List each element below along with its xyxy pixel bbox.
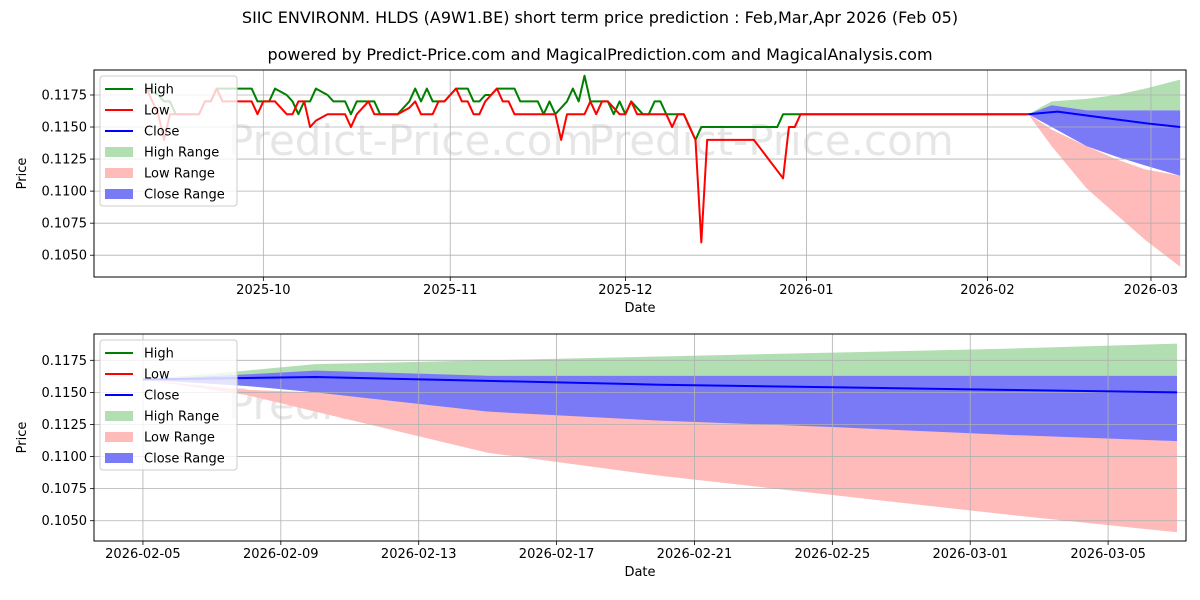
bottom-x-tick-label: 2026-02-17: [519, 547, 595, 562]
bottom-y-tick-label: 0.1075: [42, 482, 88, 497]
bottom-axes-frame: [93, 333, 1187, 542]
top-legend-label-close: Close: [144, 125, 179, 140]
top-watermark-2: Predict-Price.com: [588, 116, 953, 165]
bottom-legend-label-low-range: Low Range: [144, 431, 215, 446]
top-x-axis-label: Date: [624, 301, 655, 316]
bottom-x-axis-label: Date: [624, 565, 655, 580]
top-legend-swatch-close-range: [105, 189, 133, 199]
top-y-tick-label: 0.1075: [42, 217, 88, 232]
bottom-panel: Predict-Price.comPredict-Price.com2026-0…: [15, 333, 1187, 580]
top-x-tick-label: 2025-10: [236, 283, 290, 298]
bottom-y-tick-label: 0.1050: [42, 514, 88, 529]
bottom-x-tick-label: 2026-03-01: [932, 547, 1008, 562]
bottom-legend-swatch-close-range: [105, 453, 133, 463]
top-legend-label-high-range: High Range: [144, 146, 219, 161]
top-x-tick-label: 2026-01: [779, 283, 833, 298]
top-y-tick-label: 0.1175: [42, 88, 88, 103]
top-y-tick-label: 0.1125: [42, 153, 88, 168]
bottom-y-tick-label: 0.1175: [42, 354, 88, 369]
top-legend: High Low Close High Range Low Range Close Ran…: [99, 75, 238, 207]
bottom-x-tick-label: 2026-02-13: [381, 547, 457, 562]
bottom-x-tick-label: 2026-02-21: [657, 547, 733, 562]
top-legend-label-high: High: [144, 83, 174, 98]
top-legend-label-close-range: Close Range: [144, 188, 225, 203]
bottom-legend-label-close: Close: [144, 389, 179, 404]
top-x-tick-label: 2026-02: [960, 283, 1014, 298]
bottom-legend-label-low: Low: [144, 368, 170, 383]
top-x-tick-label: 2025-11: [423, 283, 477, 298]
top-y-tick-label: 0.1100: [42, 185, 88, 200]
bottom-x-tick-label: 2026-02-05: [105, 547, 181, 562]
top-legend-label-low: Low: [144, 104, 170, 119]
top-legend-swatch-high-range: [105, 147, 133, 157]
chart-title: SIIC ENVIRONM. HLDS (A9W1.BE) short term…: [241, 8, 959, 27]
bottom-legend-label-high: High: [144, 347, 174, 362]
bottom-y-tick-label: 0.1150: [42, 386, 88, 401]
top-watermark-1: Predict-Price.com: [228, 116, 593, 165]
top-x-tick-label: 2026-03: [1124, 283, 1178, 298]
bottom-y-tick-label: 0.1125: [42, 418, 88, 433]
top-y-tick-label: 0.1050: [42, 249, 88, 264]
bottom-legend-label-high-range: High Range: [144, 410, 219, 425]
bottom-y-axis-label: Price: [15, 422, 30, 454]
chart-subtitle: powered by Predict-Price.com and Magical…: [267, 45, 933, 64]
bottom-x-tick-label: 2026-03-05: [1070, 547, 1146, 562]
top-y-tick-label: 0.1150: [42, 121, 88, 136]
bottom-legend-swatch-high-range: [105, 411, 133, 421]
bottom-x-tick-label: 2026-02-09: [243, 547, 319, 562]
bottom-legend: High Low Close High Range Low Range Close Ran…: [99, 339, 238, 471]
bottom-legend-label-close-range: Close Range: [144, 452, 225, 467]
bottom-x-tick-label: 2026-02-25: [795, 547, 871, 562]
bottom-legend-swatch-low-range: [105, 432, 133, 442]
top-low-range-area: [1028, 114, 1181, 267]
bottom-close-line: [142, 375, 1178, 394]
top-low-line: [145, 87, 1029, 244]
top-x-tick-label: 2025-12: [598, 283, 652, 298]
top-legend-label-low-range: Low Range: [144, 167, 215, 182]
bottom-low-range-area: [142, 379, 1178, 533]
bottom-y-tick-label: 0.1100: [42, 450, 88, 465]
top-legend-swatch-low-range: [105, 168, 133, 178]
top-y-axis-label: Price: [15, 158, 30, 190]
top-close-line: [1028, 110, 1181, 129]
top-plot-area: [94, 70, 1186, 277]
top-axes-frame: [93, 69, 1187, 278]
